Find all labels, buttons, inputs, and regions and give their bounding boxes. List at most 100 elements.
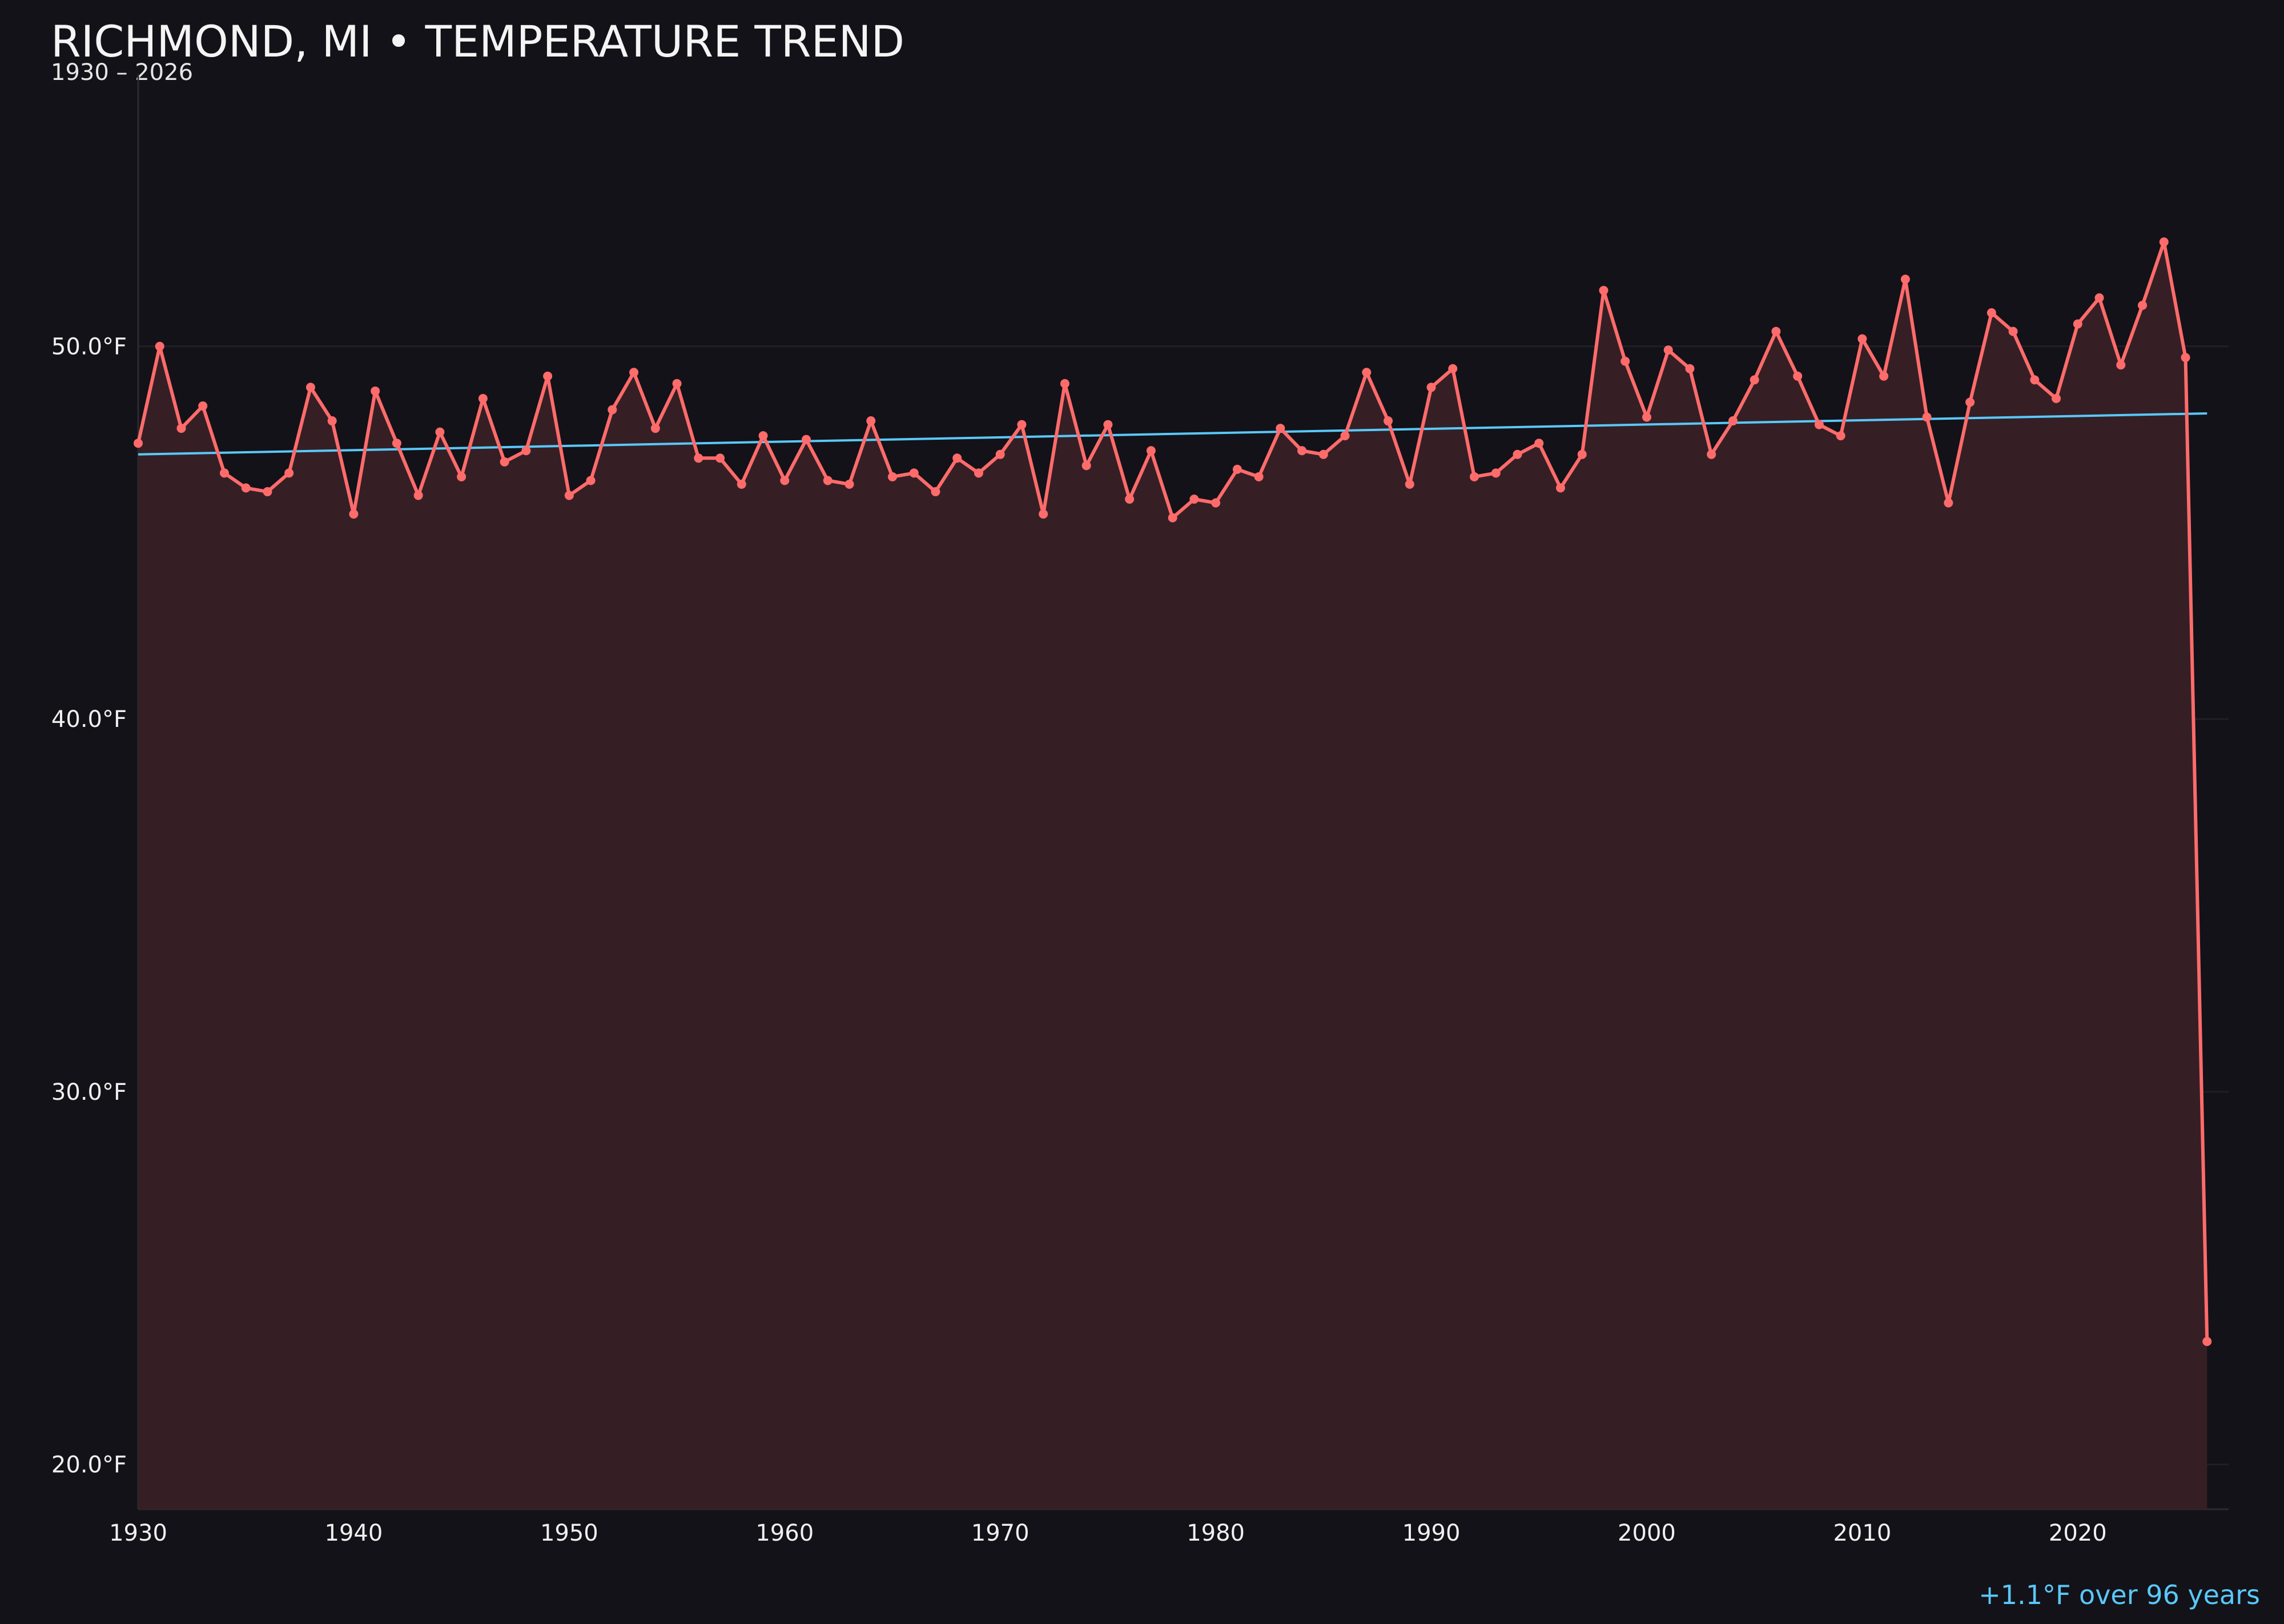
data-point <box>1081 461 1091 471</box>
data-point <box>327 416 337 426</box>
y-tick-label: 50.0°F <box>51 333 127 360</box>
data-point <box>737 480 746 489</box>
data-point <box>629 368 639 377</box>
x-tick-label: 1940 <box>325 1520 383 1546</box>
data-point <box>672 379 682 388</box>
data-point <box>1448 364 1458 373</box>
data-point <box>1146 446 1156 456</box>
data-point <box>543 371 553 381</box>
data-point <box>349 509 359 519</box>
data-point <box>1405 480 1414 489</box>
data-point <box>1384 416 1393 426</box>
data-point <box>866 416 876 426</box>
data-point <box>1318 449 1328 459</box>
data-point <box>1663 345 1673 355</box>
data-point <box>219 468 229 478</box>
data-point <box>780 476 790 485</box>
data-point <box>2094 293 2104 303</box>
data-point <box>176 424 186 433</box>
series-area-fill <box>138 242 2207 1509</box>
data-point <box>1685 364 1695 373</box>
data-point <box>845 480 854 489</box>
data-point <box>371 386 380 396</box>
data-point <box>263 487 272 497</box>
data-point <box>952 453 962 463</box>
data-point <box>435 427 445 437</box>
data-point <box>1728 416 1738 426</box>
data-point <box>2030 375 2040 385</box>
y-tick-label: 40.0°F <box>51 706 127 733</box>
x-tick-label: 1930 <box>109 1520 167 1546</box>
x-tick-label: 1990 <box>1402 1520 1461 1546</box>
data-point <box>1017 420 1027 429</box>
data-point <box>1534 439 1544 448</box>
data-point <box>1060 379 1069 388</box>
data-point <box>305 383 315 392</box>
y-tick-label: 30.0°F <box>51 1079 127 1106</box>
trend-line <box>138 412 2207 456</box>
data-point <box>1426 383 1436 392</box>
data-point <box>1555 483 1565 493</box>
data-point <box>241 483 251 493</box>
data-point <box>134 439 143 448</box>
data-point <box>650 424 660 433</box>
data-point <box>2073 319 2082 329</box>
x-tick-label: 1950 <box>540 1520 598 1546</box>
data-point <box>802 435 811 444</box>
data-point <box>1987 308 1996 317</box>
data-point <box>2138 300 2148 310</box>
data-point <box>931 487 940 497</box>
data-point <box>2052 393 2061 403</box>
data-point <box>995 449 1005 459</box>
data-point <box>715 453 725 463</box>
data-point <box>1879 371 1889 381</box>
data-point <box>1189 495 1199 504</box>
data-point <box>1922 412 1932 422</box>
data-point <box>1211 498 1221 508</box>
data-point <box>284 468 294 478</box>
data-point <box>758 431 768 441</box>
trend-annotation: +1.1°F over 96 years <box>1979 1579 2260 1610</box>
data-point <box>1362 368 1372 377</box>
data-point <box>1900 275 1910 284</box>
data-point <box>478 393 488 403</box>
chart-subtitle: 1930 – 2026 <box>51 59 194 86</box>
y-tick-label: 20.0°F <box>51 1452 127 1478</box>
data-point <box>909 468 919 478</box>
data-point <box>2159 237 2169 247</box>
x-tick-label: 1970 <box>971 1520 1030 1546</box>
data-point <box>1039 509 1048 519</box>
data-point <box>586 476 596 485</box>
data-point <box>457 472 467 481</box>
data-point <box>2008 327 2018 336</box>
data-point <box>155 341 164 351</box>
data-point <box>2181 353 2190 363</box>
data-point <box>1513 449 1522 459</box>
data-point <box>1491 468 1501 478</box>
data-point <box>1297 446 1307 456</box>
data-point <box>1836 431 1845 441</box>
data-point <box>413 491 423 500</box>
data-point <box>608 405 617 415</box>
x-tick-label: 1980 <box>1187 1520 1245 1546</box>
data-point <box>1642 412 1651 422</box>
x-tick-label: 2020 <box>2049 1520 2107 1546</box>
data-point <box>1103 420 1113 429</box>
data-point <box>1620 356 1630 366</box>
data-point <box>1944 498 1953 508</box>
data-point <box>1771 327 1781 336</box>
data-point <box>694 453 703 463</box>
chart-title: RICHMOND, MI • TEMPERATURE TREND <box>51 16 904 67</box>
data-point <box>1168 513 1177 522</box>
data-point <box>1750 375 1759 385</box>
data-point <box>1577 449 1587 459</box>
data-point <box>198 401 208 411</box>
data-point <box>2202 1337 2212 1346</box>
data-point <box>1470 472 1479 481</box>
data-point <box>521 446 531 456</box>
x-tick-label: 2000 <box>1618 1520 1676 1546</box>
x-tick-label: 2010 <box>1833 1520 1891 1546</box>
data-point <box>2116 360 2126 370</box>
data-point <box>823 476 833 485</box>
data-point <box>1276 424 1285 433</box>
